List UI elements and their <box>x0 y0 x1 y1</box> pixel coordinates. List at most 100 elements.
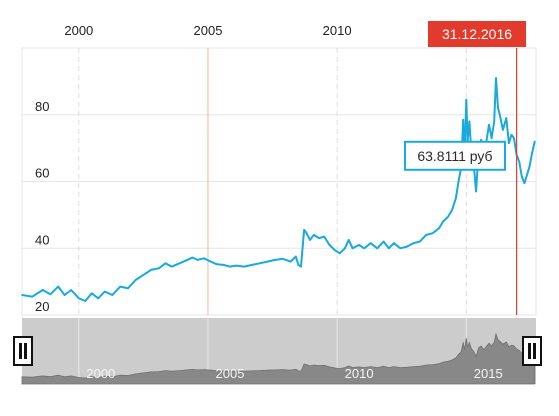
data-point <box>297 264 300 266</box>
data-point <box>203 257 205 260</box>
data-point <box>508 142 510 144</box>
data-point <box>523 182 526 184</box>
data-point <box>142 274 145 276</box>
data-point <box>328 244 331 246</box>
y-axis-tick-label: 40 <box>35 232 49 247</box>
data-point <box>63 294 66 296</box>
grid <box>22 48 536 315</box>
data-point <box>150 269 152 271</box>
y-axis-tick-label: 80 <box>35 99 49 114</box>
data-point <box>451 209 453 211</box>
data-point <box>499 114 501 116</box>
data-point <box>510 134 513 136</box>
data-point <box>21 294 23 296</box>
data-point <box>338 252 341 255</box>
data-point <box>465 98 468 101</box>
data-point <box>70 289 72 291</box>
top-axis-tick-label: 2005 <box>194 23 223 38</box>
date-marker[interactable]: 31.12.2016 <box>428 21 526 315</box>
data-point <box>178 262 181 265</box>
top-axis-tick-label: 2010 <box>323 23 352 38</box>
data-point <box>258 262 261 265</box>
data-point <box>462 119 465 121</box>
data-point <box>468 120 471 123</box>
y-axis: 20 40 60 80 <box>35 99 49 314</box>
data-point <box>438 227 440 229</box>
data-point <box>289 260 292 263</box>
data-point <box>425 234 428 236</box>
data-point <box>78 297 80 300</box>
data-point <box>412 242 415 244</box>
data-point <box>209 260 212 263</box>
data-point <box>222 264 225 266</box>
data-point <box>333 249 336 251</box>
value-tooltip: 63.8111 руб <box>403 140 506 171</box>
data-point <box>274 259 276 261</box>
data-point <box>533 140 536 143</box>
data-point <box>303 229 305 231</box>
data-point <box>251 264 253 266</box>
data-point <box>490 137 493 139</box>
navigator-area <box>21 332 536 385</box>
data-point <box>363 247 366 250</box>
data-point <box>457 180 460 183</box>
data-point <box>282 258 284 260</box>
data-point <box>497 107 499 109</box>
data-point <box>505 117 508 119</box>
data-point <box>526 174 528 176</box>
data-point <box>305 232 308 234</box>
data-point <box>84 300 87 302</box>
data-point <box>186 259 189 261</box>
data-point <box>493 120 496 123</box>
data-point <box>495 77 497 79</box>
data-point <box>323 235 326 238</box>
data-point <box>431 232 434 234</box>
data-point <box>447 215 450 218</box>
value-tooltip-box <box>403 140 506 171</box>
data-point <box>313 234 315 236</box>
data-point <box>134 279 137 281</box>
data-point <box>216 263 218 266</box>
data-point <box>295 255 297 258</box>
data-point <box>309 239 311 241</box>
data-point <box>49 293 52 296</box>
data-point <box>57 285 59 288</box>
y-axis-tick-label: 60 <box>35 166 49 181</box>
data-point <box>300 265 302 268</box>
data-point <box>90 292 93 295</box>
data-point <box>419 240 421 243</box>
data-point <box>235 264 238 267</box>
series-line <box>21 77 536 302</box>
top-axis-tick-label: 2000 <box>64 23 93 38</box>
navigator-tick-label: 2015 <box>474 366 503 381</box>
date-marker-label: 31.12.2016 <box>442 26 512 42</box>
navigator-left-handle[interactable] <box>13 336 33 366</box>
navigator-right-handle[interactable] <box>522 336 542 366</box>
data-point <box>111 294 114 296</box>
range-navigator[interactable]: 2000 2005 2010 2015 <box>21 318 536 385</box>
data-point <box>266 260 269 263</box>
data-point <box>196 259 199 261</box>
data-point <box>229 265 231 268</box>
data-point <box>528 165 531 168</box>
navigator-tick-label: 2000 <box>86 366 115 381</box>
data-point <box>31 295 34 298</box>
data-point <box>243 265 245 268</box>
data-point <box>41 289 44 291</box>
data-point <box>164 262 167 265</box>
data-point <box>158 267 160 270</box>
data-point <box>393 242 395 244</box>
data-point <box>119 285 121 288</box>
data-point <box>442 220 444 223</box>
data-point <box>513 137 515 139</box>
data-point <box>171 265 173 268</box>
data-point <box>388 247 390 250</box>
data-point <box>531 152 533 154</box>
data-point <box>488 124 490 126</box>
data-point <box>480 139 483 141</box>
data-point <box>358 244 360 246</box>
data-point <box>399 247 402 250</box>
data-point <box>518 160 520 163</box>
